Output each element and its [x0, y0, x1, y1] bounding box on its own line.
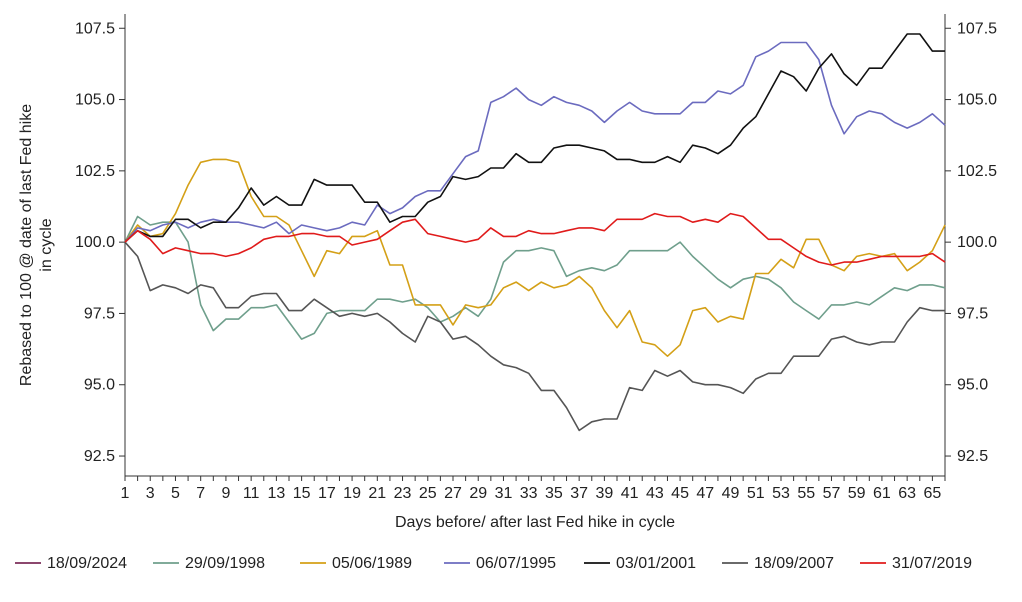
- x-tick-label: 55: [797, 485, 815, 502]
- series-line: [124, 215, 946, 340]
- series-lines: [124, 33, 946, 432]
- x-tick-label: 17: [318, 485, 336, 502]
- x-axis-title: Days before/ after last Fed hike in cycl…: [395, 514, 675, 531]
- y-tick-label-left: 107.5: [75, 20, 115, 37]
- legend-label: 18/09/2024: [47, 555, 127, 572]
- axes: 92.5 92.5 95.0 95.0 97.5 97.5 100.0 100.0 102.5 1…: [75, 14, 997, 502]
- y-tick-label-right: 95.0: [957, 377, 988, 394]
- x-tick-label: 49: [722, 485, 740, 502]
- y-tick-label-left: 105.0: [75, 92, 115, 109]
- series-line: [124, 33, 945, 243]
- y-tick-label-right: 102.5: [957, 163, 997, 180]
- y-tick-label-right: 100.0: [957, 234, 997, 251]
- x-tick-label: 63: [898, 485, 916, 502]
- x-tick-label: 57: [823, 485, 841, 502]
- legend-label: 29/09/1998: [185, 555, 265, 572]
- x-tick-label: 45: [671, 485, 689, 502]
- x-tick-label: 3: [146, 485, 155, 502]
- series-line: [124, 158, 946, 358]
- legend-label: 03/01/2001: [616, 555, 696, 572]
- y-tick-label-left: 92.5: [84, 448, 115, 465]
- x-tick-label: 51: [747, 485, 765, 502]
- x-tick-label: 39: [595, 485, 613, 502]
- x-tick-label: 41: [621, 485, 639, 502]
- x-tick-label: 37: [570, 485, 588, 502]
- y-axis-title-line2: in cycle: [38, 218, 55, 271]
- legend: 18/09/2024 29/09/1998 05/06/1989 06/07/1995…: [15, 555, 972, 572]
- x-tick-label: 61: [873, 485, 891, 502]
- x-tick-label: 47: [696, 485, 714, 502]
- x-tick-label: 1: [121, 485, 130, 502]
- x-tick-label: 13: [267, 485, 285, 502]
- series-line: [124, 212, 946, 266]
- x-tick-label: 35: [545, 485, 563, 502]
- legend-label: 18/09/2007: [754, 555, 834, 572]
- y-tick-label-left: 97.5: [84, 305, 115, 322]
- y-tick-label-right: 105.0: [957, 92, 997, 109]
- x-tick-label: 9: [221, 485, 230, 502]
- y-tick-label-left: 95.0: [84, 377, 115, 394]
- x-tick-label: 65: [923, 485, 941, 502]
- x-tick-label: 33: [520, 485, 538, 502]
- y-tick-label-left: 100.0: [75, 234, 115, 251]
- x-tick-label: 31: [495, 485, 513, 502]
- y-tick-label-right: 107.5: [957, 20, 997, 37]
- x-tick-label: 23: [394, 485, 412, 502]
- x-tick-label: 19: [343, 485, 361, 502]
- series-line: [124, 241, 945, 432]
- x-tick-label: 21: [368, 485, 386, 502]
- x-tick-label: 27: [444, 485, 462, 502]
- x-tick-label: 43: [646, 485, 664, 502]
- x-tick-label: 59: [848, 485, 866, 502]
- legend-label: 31/07/2019: [892, 555, 972, 572]
- legend-label: 06/07/1995: [476, 555, 556, 572]
- series-line: [124, 41, 946, 243]
- x-tick-label: 29: [469, 485, 487, 502]
- x-tick-label: 11: [243, 485, 260, 502]
- y-axis-title-line1: Rebased to 100 @ date of last Fed hike: [18, 104, 35, 386]
- x-tick-label: 7: [196, 485, 205, 502]
- y-tick-label-right: 92.5: [957, 448, 988, 465]
- y-tick-label-left: 102.5: [75, 163, 115, 180]
- x-tick-label: 25: [419, 485, 437, 502]
- x-tick-label: 15: [293, 485, 311, 502]
- y-tick-label-right: 97.5: [957, 305, 988, 322]
- x-tick-label: 5: [171, 485, 180, 502]
- x-tick-label: 53: [772, 485, 790, 502]
- legend-label: 05/06/1989: [332, 555, 412, 572]
